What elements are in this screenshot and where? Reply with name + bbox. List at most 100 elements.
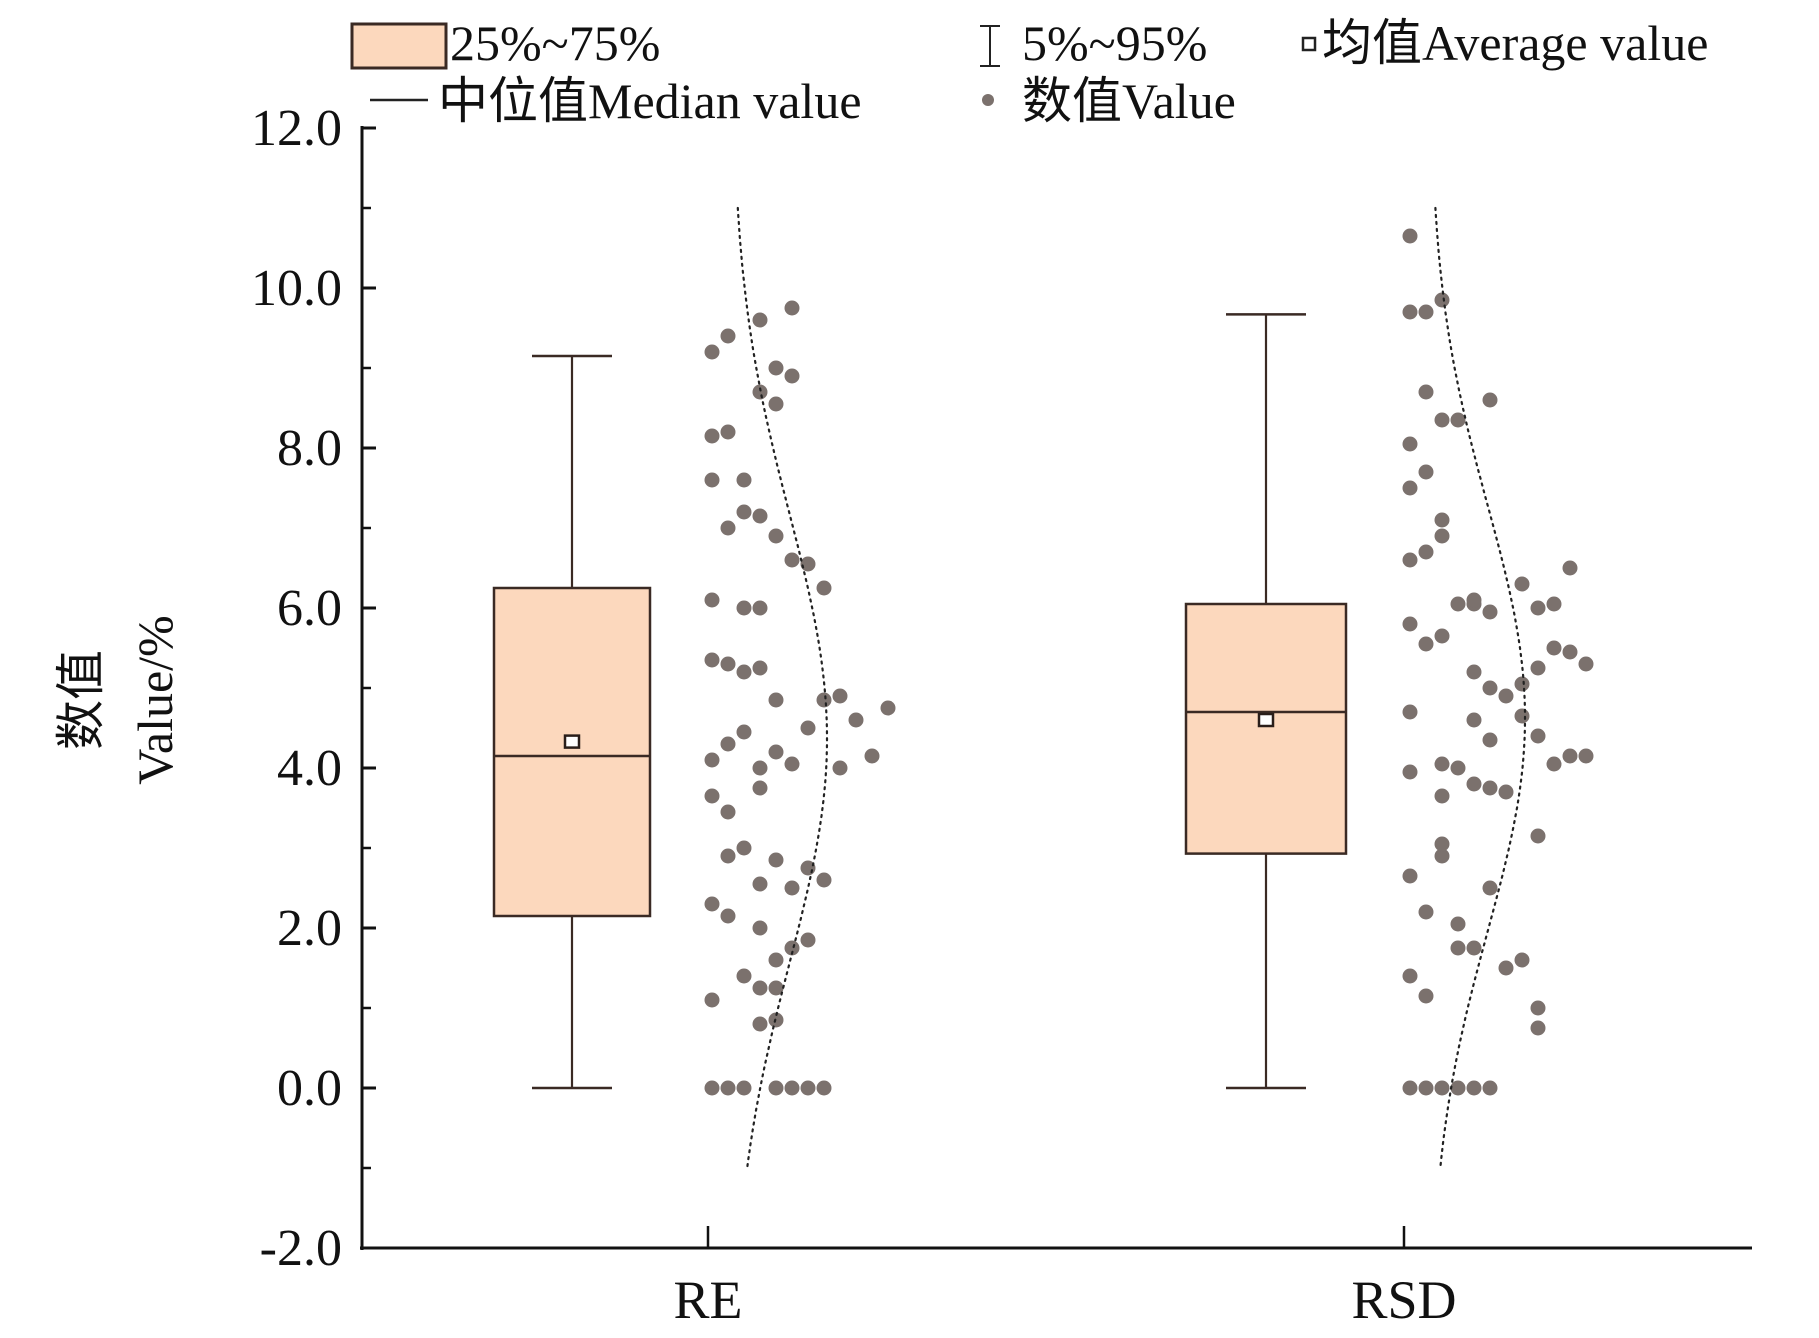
y-tick-label: 10.0	[251, 260, 342, 317]
mean-marker	[1257, 712, 1275, 728]
data-point	[1434, 292, 1450, 308]
data-point	[880, 700, 896, 716]
data-point	[1418, 1080, 1434, 1096]
data-point	[704, 428, 720, 444]
legend-label-median: 中位值Median value	[438, 73, 862, 129]
mean-marker	[563, 734, 581, 749]
data-point	[1530, 660, 1546, 676]
data-point	[720, 1080, 736, 1096]
points-rsd	[1402, 228, 1594, 1096]
legend-label-box: 25%~75%	[450, 15, 660, 71]
data-point	[816, 872, 832, 888]
data-point	[752, 312, 768, 328]
data-point	[800, 932, 816, 948]
y-axis-title-line2: Value/%	[127, 615, 183, 784]
data-point	[752, 876, 768, 892]
data-point	[1450, 1080, 1466, 1096]
data-point	[1514, 708, 1530, 724]
data-point	[1530, 600, 1546, 616]
data-point	[1530, 1020, 1546, 1036]
data-point	[800, 1080, 816, 1096]
data-point	[1578, 748, 1594, 764]
data-point	[1434, 528, 1450, 544]
data-point	[720, 520, 736, 536]
box-group-re	[492, 354, 652, 1090]
data-point	[1402, 704, 1418, 720]
distribution-curve	[1434, 206, 1527, 1170]
iqr-box	[492, 586, 652, 918]
data-point	[752, 600, 768, 616]
legend-label-whisker: 5%~95%	[1022, 15, 1207, 71]
data-point	[1482, 680, 1498, 696]
y-axis-title: 数值 Value/%	[53, 615, 183, 784]
data-point	[1434, 512, 1450, 528]
data-point	[1402, 1080, 1418, 1096]
data-point	[768, 692, 784, 708]
data-point	[752, 760, 768, 776]
data-point	[784, 940, 800, 956]
data-point	[720, 328, 736, 344]
data-point	[1466, 712, 1482, 728]
legend-label-point: 数值Value	[1022, 73, 1236, 129]
data-point	[1562, 560, 1578, 576]
data-point	[704, 752, 720, 768]
data-point	[1450, 760, 1466, 776]
data-point	[864, 748, 880, 764]
y-tick-label: 8.0	[277, 420, 342, 477]
y-ticks: -2.0 0.0 2.0 4.0 6.0 8.0 10.0 12.0	[251, 100, 376, 1277]
data-point	[752, 660, 768, 676]
legend-point-icon	[982, 94, 994, 106]
data-point	[1514, 576, 1530, 592]
data-point	[1418, 636, 1434, 652]
data-point	[1482, 732, 1498, 748]
data-point	[816, 1080, 832, 1096]
data-point	[1418, 304, 1434, 320]
data-point	[1482, 604, 1498, 620]
data-point	[1530, 1000, 1546, 1016]
data-point	[1402, 228, 1418, 244]
data-point	[1466, 664, 1482, 680]
data-point	[1434, 836, 1450, 852]
data-point	[848, 712, 864, 728]
data-point	[1450, 916, 1466, 932]
data-point	[704, 1080, 720, 1096]
data-point	[704, 592, 720, 608]
data-point	[1402, 480, 1418, 496]
data-point	[816, 692, 832, 708]
data-point	[1434, 1080, 1450, 1096]
data-point	[704, 472, 720, 488]
legend-label-mean: 均值Average value	[1322, 15, 1708, 71]
data-point	[1498, 960, 1514, 976]
data-point	[1482, 392, 1498, 408]
data-point	[800, 556, 816, 572]
iqr-box	[1184, 602, 1348, 855]
data-point	[1482, 780, 1498, 796]
data-point	[1498, 784, 1514, 800]
data-point	[768, 744, 784, 760]
data-point	[1418, 544, 1434, 560]
data-point	[736, 472, 752, 488]
data-point	[768, 852, 784, 868]
data-point	[1562, 748, 1578, 764]
data-point	[1434, 628, 1450, 644]
data-point	[1402, 436, 1418, 452]
y-tick-label: 12.0	[251, 100, 342, 157]
data-point	[1418, 904, 1434, 920]
data-point	[784, 368, 800, 384]
data-point	[1466, 776, 1482, 792]
data-point	[1402, 868, 1418, 884]
data-point	[832, 688, 848, 704]
data-point	[736, 600, 752, 616]
data-point	[1530, 828, 1546, 844]
x-tick-label-re: RE	[673, 1270, 742, 1330]
data-point	[768, 1080, 784, 1096]
data-point	[1562, 644, 1578, 660]
data-point	[704, 344, 720, 360]
data-point	[768, 528, 784, 544]
data-point	[1466, 592, 1482, 608]
data-point	[704, 788, 720, 804]
data-point	[768, 396, 784, 412]
data-point	[720, 424, 736, 440]
data-point	[1546, 596, 1562, 612]
data-point	[720, 848, 736, 864]
